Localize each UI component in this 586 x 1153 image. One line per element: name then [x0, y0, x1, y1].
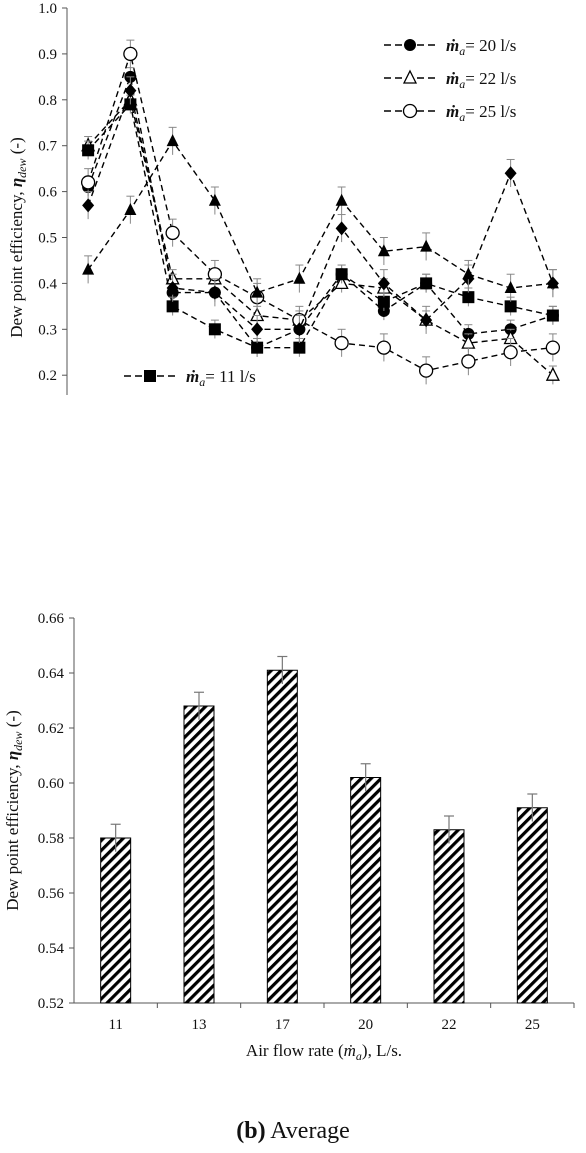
y-axis-label: Dew point efficiency, ηdew (-) [3, 710, 25, 911]
legend-marker [402, 103, 418, 119]
bar-17 [266, 669, 298, 1004]
x-tick-label: 17 [275, 1017, 291, 1033]
data-point [208, 323, 221, 336]
bar-22 [433, 829, 465, 1004]
series-line [87, 98, 554, 376]
legend-entry-0: ṁa= 20 l/s [384, 36, 516, 58]
data-point [334, 335, 349, 351]
y-tick-label: 0.3 [38, 322, 57, 338]
data-point [420, 239, 433, 252]
y-tick-label: 1.0 [38, 1, 57, 17]
legend-marker [404, 39, 416, 51]
x-tick-label: 13 [192, 1017, 207, 1033]
data-point [208, 193, 221, 206]
data-point [504, 280, 517, 293]
series-1 [81, 90, 560, 385]
data-point [251, 341, 264, 354]
y-tick-label: 0.64 [38, 666, 65, 682]
data-point [82, 262, 95, 275]
data-point [166, 134, 179, 147]
data-point [165, 225, 180, 241]
data-point [335, 221, 348, 236]
data-point [545, 366, 560, 381]
data-point [80, 175, 96, 190]
y-tick-label: 0.4 [38, 276, 57, 292]
y-tick-label: 0.52 [38, 996, 64, 1012]
data-point [123, 46, 138, 62]
series-5 [82, 126, 559, 307]
data-point [546, 276, 559, 289]
data-point [377, 244, 390, 257]
y-tick-label: 0.7 [38, 139, 57, 155]
data-point [546, 309, 559, 322]
y-axis-label: Dew point efficiency, ηdew (-) [7, 137, 29, 338]
bar-11 [100, 837, 132, 1004]
y-tick-label: 0.5 [38, 231, 57, 247]
data-point [335, 193, 348, 206]
hourly-efficiency-chart: 0.00.10.20.30.40.50.60.70.80.91.08910111… [7, 1, 561, 395]
x-tick-label: 22 [442, 1017, 457, 1033]
data-point [293, 341, 306, 354]
legend-entry-3: ṁa= 11 l/s [124, 367, 256, 389]
data-point [124, 202, 137, 215]
y-tick-label: 0.54 [38, 941, 65, 957]
data-point [293, 322, 306, 337]
data-point [420, 313, 433, 328]
y-tick-label: 0.66 [38, 611, 65, 627]
data-point [82, 144, 95, 157]
y-tick-label: 0.9 [38, 47, 57, 63]
data-point [335, 268, 348, 281]
data-point [461, 354, 476, 369]
legend-entry-2: ṁa= 25 l/s [384, 102, 516, 124]
series-line [87, 51, 553, 372]
x-tick-label: 25 [525, 1017, 540, 1033]
bar-25 [516, 807, 548, 1004]
data-point [503, 345, 518, 360]
legend-label: ṁa= 25 l/s [446, 102, 516, 124]
data-point [124, 83, 137, 98]
legend-label: ṁa= 20 l/s [446, 36, 516, 58]
data-point [462, 267, 475, 280]
data-point [82, 198, 95, 213]
y-tick-label: 0.8 [38, 93, 57, 109]
data-point [293, 271, 306, 284]
data-point [504, 166, 517, 181]
legend-marker [402, 69, 418, 84]
legend-marker [144, 370, 156, 382]
y-tick-label: 0.62 [38, 721, 64, 737]
x-axis-label: Air flow rate (ṁa), L/s. [246, 1041, 402, 1063]
data-point [166, 280, 179, 295]
bar-13 [183, 705, 215, 1004]
data-point [418, 363, 434, 378]
y-tick-label: 0.2 [38, 368, 57, 384]
caption-b: (b) Average [236, 1118, 350, 1144]
data-point [376, 340, 392, 355]
data-point [420, 277, 433, 290]
data-point [504, 300, 517, 313]
average-efficiency-chart: 0.52 0.54 0.56 0.58 0.60 0.62 0.64 0.66 11 13 17 20… [3, 611, 575, 1144]
series-line [87, 88, 554, 330]
data-point [545, 340, 561, 355]
series-2 [80, 39, 561, 385]
data-point [251, 322, 264, 337]
y-tick-label: 0.60 [38, 776, 64, 792]
y-tick-label: 0.56 [38, 886, 65, 902]
legend-entry-1: ṁa= 22 l/s [384, 69, 516, 91]
bar-20 [350, 777, 382, 1004]
legend-label: ṁa= 22 l/s [446, 69, 516, 91]
x-tick-label: 20 [358, 1017, 373, 1033]
series-line [87, 139, 553, 294]
data-point [251, 285, 264, 298]
y-tick-label: 0.6 [38, 185, 57, 201]
series-3 [82, 94, 559, 357]
x-tick-label: 11 [108, 1017, 122, 1033]
data-point [208, 285, 221, 300]
data-point [377, 295, 390, 308]
y-tick-label: 0.58 [38, 831, 64, 847]
data-point [166, 300, 179, 313]
data-point [377, 276, 390, 291]
data-point [462, 291, 475, 304]
series-line [87, 102, 554, 349]
legend-label: ṁa= 11 l/s [186, 367, 256, 389]
